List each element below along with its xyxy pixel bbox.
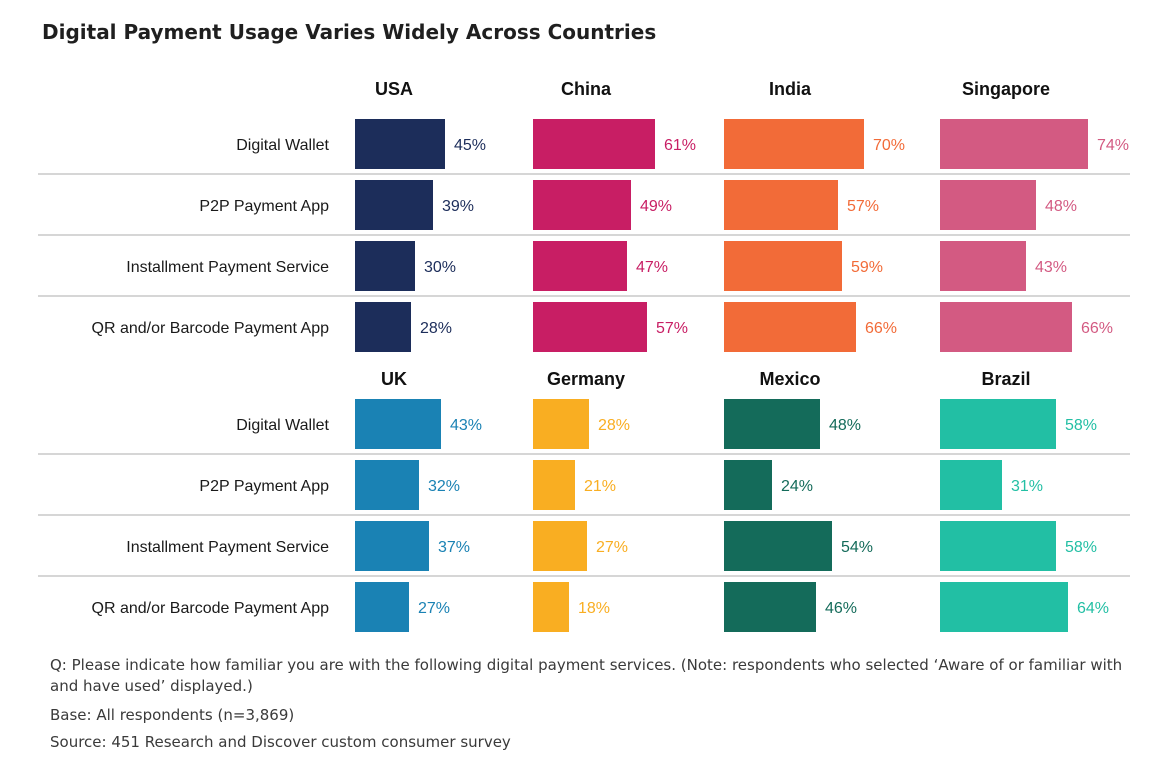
- bar: [940, 180, 1036, 230]
- panel-title: USA: [375, 79, 413, 99]
- data-label: 45%: [454, 137, 486, 154]
- bar: [724, 241, 842, 291]
- data-label: 43%: [450, 417, 482, 434]
- category-label: Digital Wallet: [236, 137, 329, 154]
- bar: [940, 302, 1072, 352]
- bar: [533, 302, 647, 352]
- data-label: 24%: [781, 478, 813, 495]
- panel-title: Brazil: [981, 369, 1030, 389]
- data-label: 59%: [851, 259, 883, 276]
- panel-title: Singapore: [962, 79, 1050, 99]
- bar: [940, 521, 1056, 571]
- bar: [940, 460, 1002, 510]
- data-label: 32%: [428, 478, 460, 495]
- source-note: Source: 451 Research and Discover custom…: [50, 733, 511, 751]
- data-label: 57%: [847, 198, 879, 215]
- bar: [533, 399, 589, 449]
- bar: [355, 302, 411, 352]
- data-label: 30%: [424, 259, 456, 276]
- data-label: 27%: [596, 539, 628, 556]
- chart-title: Digital Payment Usage Varies Widely Acro…: [42, 20, 657, 44]
- bar: [355, 582, 409, 632]
- data-label: 18%: [578, 600, 610, 617]
- bar: [940, 399, 1056, 449]
- data-label: 46%: [825, 600, 857, 617]
- bar: [533, 241, 627, 291]
- data-label: 58%: [1065, 417, 1097, 434]
- data-label: 66%: [1081, 320, 1113, 337]
- bar: [355, 521, 429, 571]
- category-label: Installment Payment Service: [126, 259, 329, 276]
- data-label: 66%: [865, 320, 897, 337]
- category-label: P2P Payment App: [199, 198, 329, 215]
- data-label: 58%: [1065, 539, 1097, 556]
- bar: [724, 119, 864, 169]
- data-label: 48%: [1045, 198, 1077, 215]
- bar: [355, 399, 441, 449]
- question-note: Q: Please indicate how familiar you are …: [50, 656, 1123, 695]
- bar: [724, 521, 832, 571]
- category-label: Installment Payment Service: [126, 539, 329, 556]
- data-label: 21%: [584, 478, 616, 495]
- bar: [533, 460, 575, 510]
- category-label: QR and/or Barcode Payment App: [92, 600, 330, 617]
- bar: [724, 399, 820, 449]
- base-note: Base: All respondents (n=3,869): [50, 706, 295, 724]
- data-label: 39%: [442, 198, 474, 215]
- bar: [533, 119, 655, 169]
- data-label: 64%: [1077, 600, 1109, 617]
- bar: [533, 180, 631, 230]
- bar: [355, 460, 419, 510]
- data-label: 48%: [829, 417, 861, 434]
- panel-title: India: [769, 79, 812, 99]
- data-label: 57%: [656, 320, 688, 337]
- bar: [724, 582, 816, 632]
- data-label: 70%: [873, 137, 905, 154]
- category-label: Digital Wallet: [236, 417, 329, 434]
- panel-title: Mexico: [759, 369, 820, 389]
- data-label: 54%: [841, 539, 873, 556]
- data-label: 74%: [1097, 137, 1129, 154]
- data-label: 31%: [1011, 478, 1043, 495]
- bar: [724, 302, 856, 352]
- bar: [355, 241, 415, 291]
- data-label: 37%: [438, 539, 470, 556]
- bar: [940, 582, 1068, 632]
- panel-title: China: [561, 79, 612, 99]
- bar: [355, 180, 433, 230]
- data-label: 28%: [420, 320, 452, 337]
- bar: [355, 119, 445, 169]
- bar: [724, 460, 772, 510]
- data-label: 61%: [664, 137, 696, 154]
- category-label: QR and/or Barcode Payment App: [92, 320, 330, 337]
- bar: [940, 119, 1088, 169]
- bar: [724, 180, 838, 230]
- panel-title: UK: [381, 369, 407, 389]
- bar: [533, 521, 587, 571]
- panel-title: Germany: [547, 369, 625, 389]
- bar: [940, 241, 1026, 291]
- data-label: 49%: [640, 198, 672, 215]
- data-label: 27%: [418, 600, 450, 617]
- category-label: P2P Payment App: [199, 478, 329, 495]
- data-label: 28%: [598, 417, 630, 434]
- bar: [533, 582, 569, 632]
- small-multiples-bar-chart: Digital Wallet P2P Payment App Installment…: [38, 79, 1130, 632]
- data-label: 47%: [636, 259, 668, 276]
- data-label: 43%: [1035, 259, 1067, 276]
